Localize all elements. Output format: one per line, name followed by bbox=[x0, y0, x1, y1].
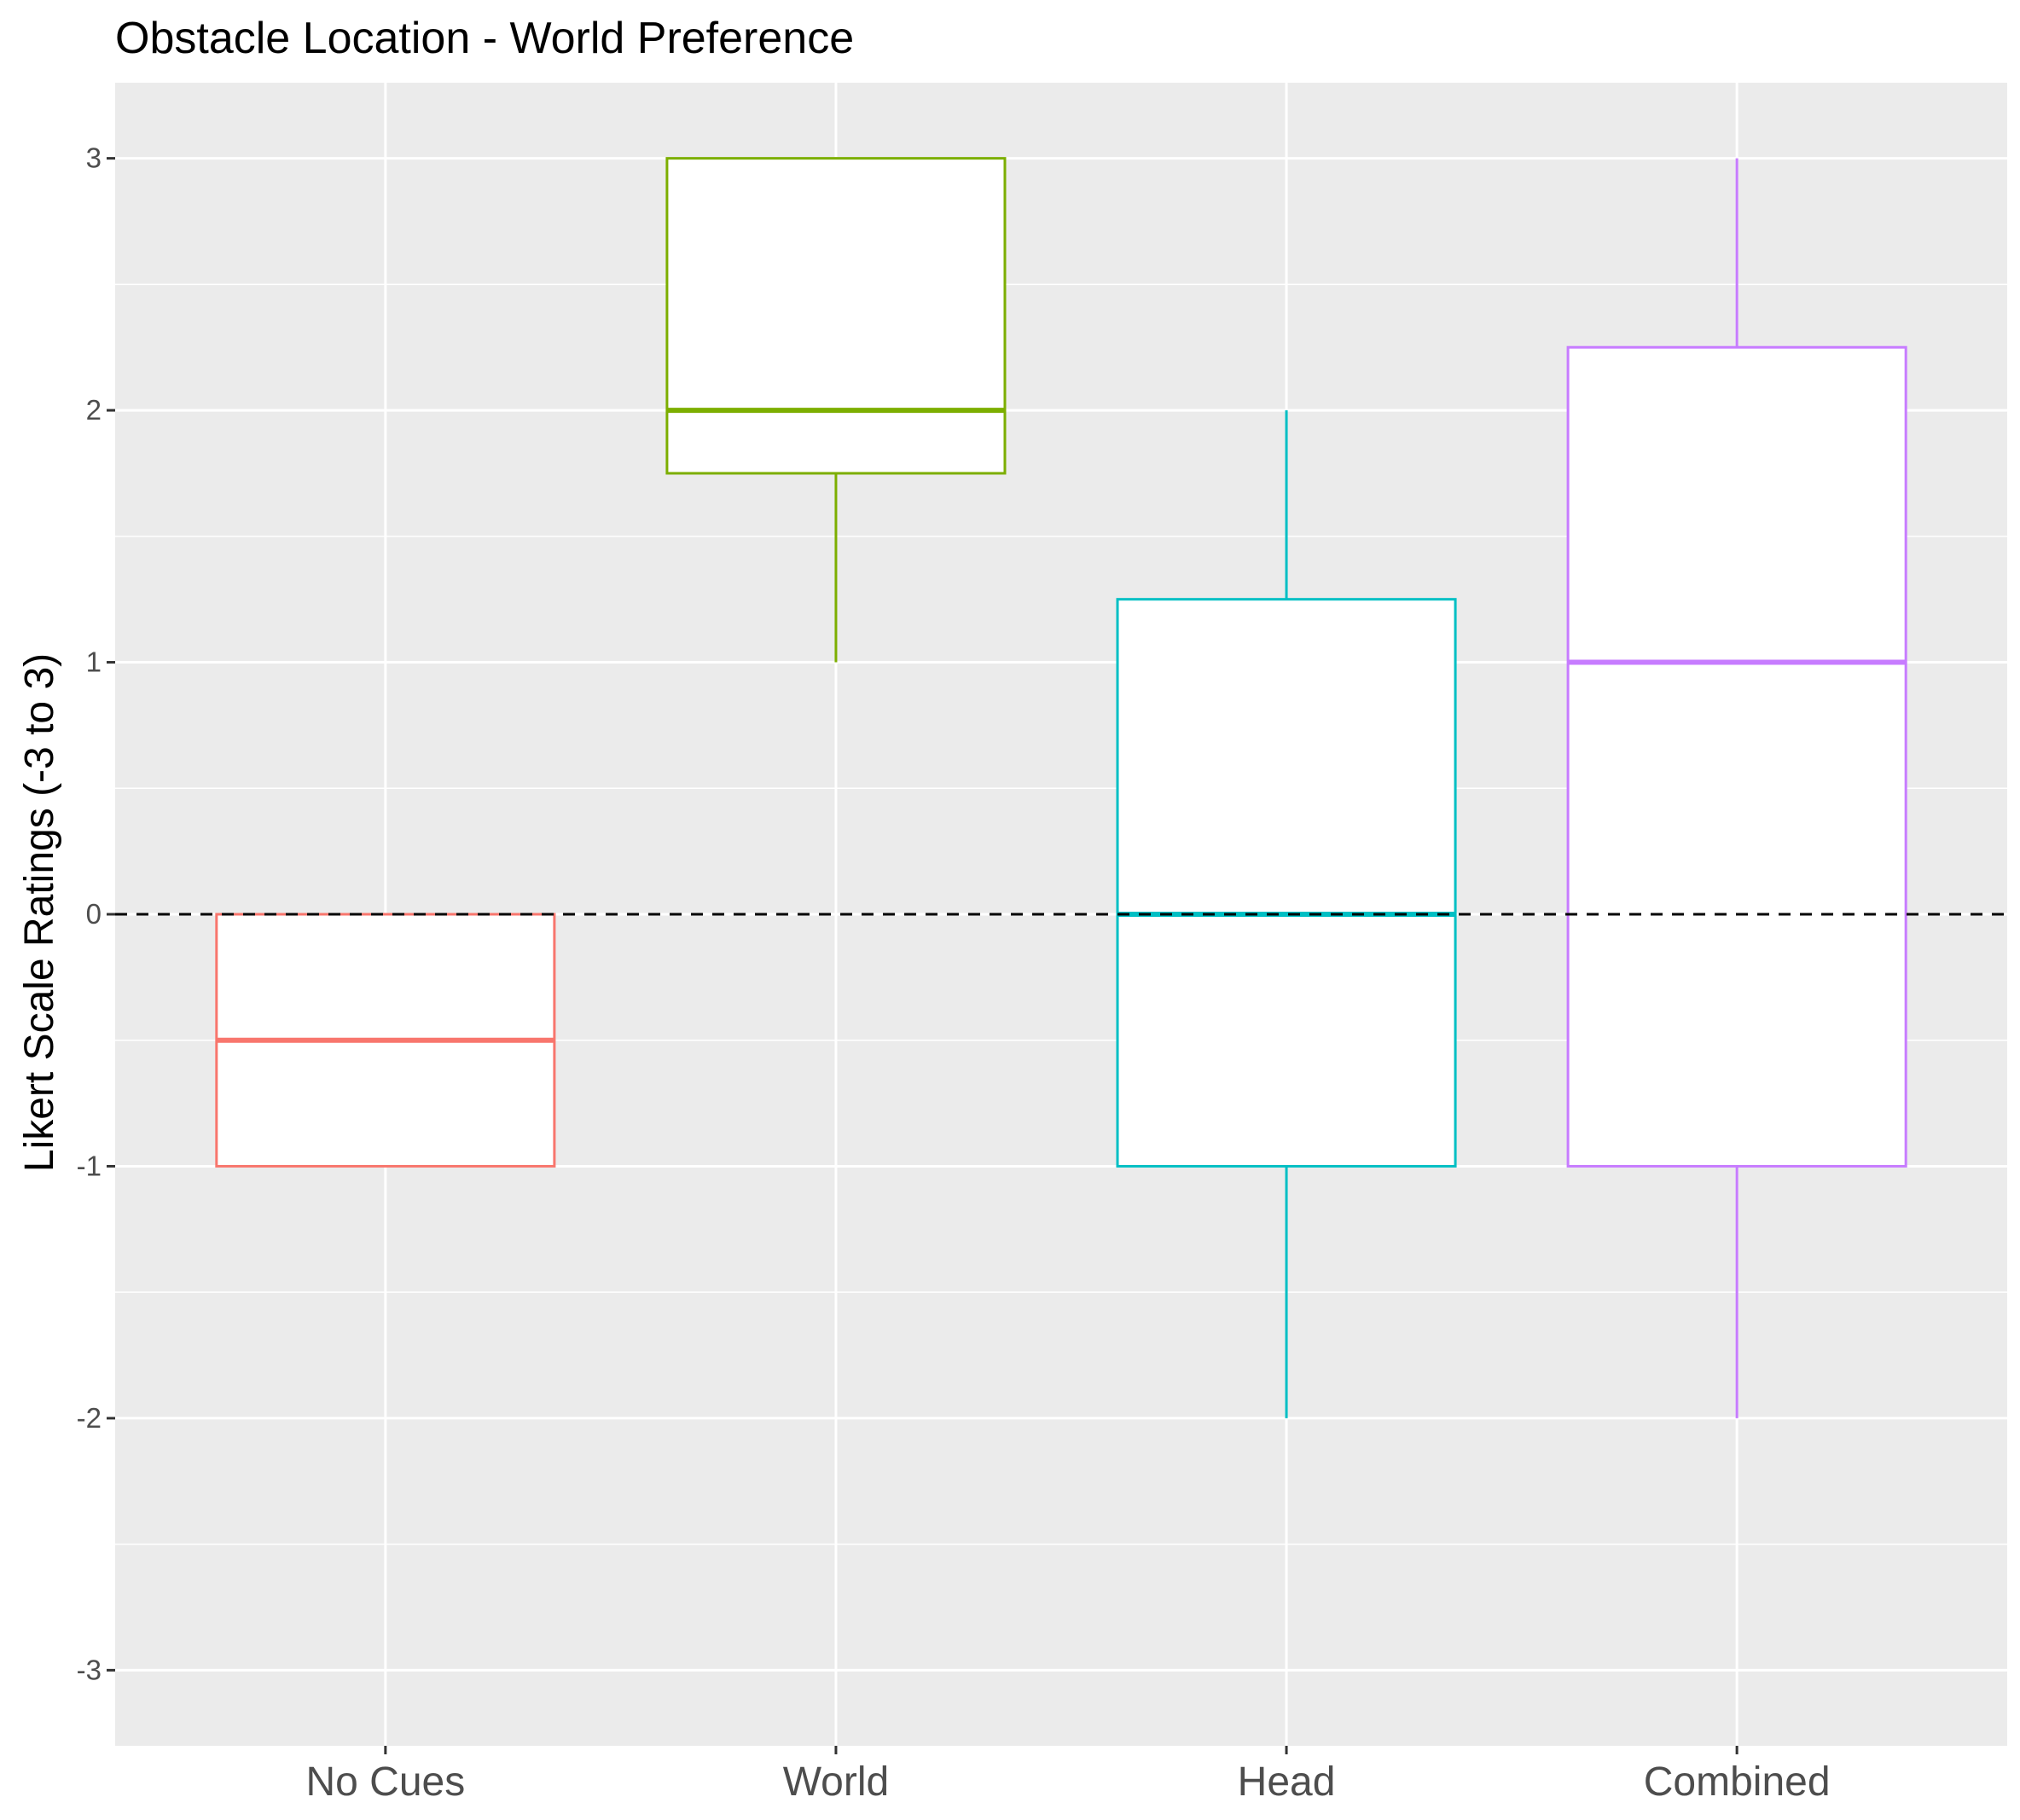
x-axis-ticks: No Cues World Head Combined bbox=[305, 1746, 1831, 1805]
y-tick-label: 1 bbox=[86, 646, 102, 678]
y-tick-label: -3 bbox=[77, 1654, 102, 1685]
y-tick-label: -1 bbox=[77, 1150, 102, 1181]
box bbox=[1566, 345, 1907, 1168]
y-axis-ticks: 3 2 1 0 -1 -2 -3 bbox=[77, 142, 115, 1685]
x-tick-label: Combined bbox=[1644, 1759, 1831, 1805]
x-tick-label: Head bbox=[1238, 1759, 1336, 1805]
y-axis-label: Likert Scale Ratings (-3 to 3) bbox=[17, 653, 62, 1172]
x-tick-label: No Cues bbox=[305, 1759, 465, 1805]
y-tick-label: -2 bbox=[77, 1402, 102, 1434]
y-tick-label: 2 bbox=[86, 394, 102, 426]
y-tick-label: 0 bbox=[86, 898, 102, 930]
boxplot-no-cues bbox=[215, 913, 556, 1168]
chart-title: Obstacle Location - World Preference bbox=[115, 14, 854, 63]
y-tick-label: 3 bbox=[86, 142, 102, 174]
boxplot-world bbox=[665, 157, 1007, 663]
box bbox=[1116, 598, 1457, 1168]
x-tick-label: World bbox=[783, 1759, 889, 1805]
boxplot-combined bbox=[1566, 158, 1907, 1418]
box bbox=[665, 157, 1007, 475]
